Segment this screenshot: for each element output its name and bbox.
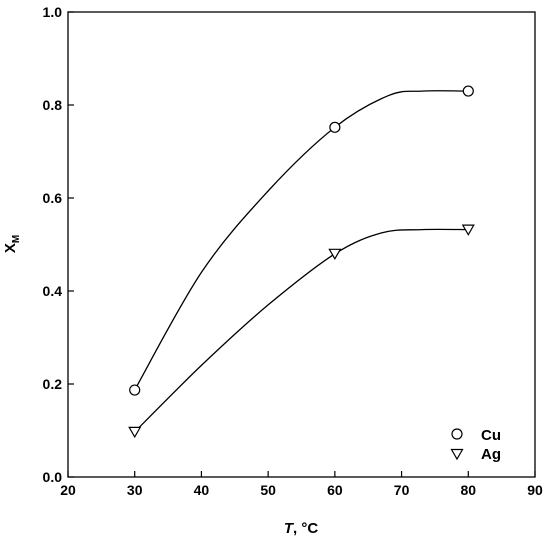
legend-marker-ag bbox=[450, 448, 464, 461]
legend-label-cu: Cu bbox=[481, 427, 501, 444]
x-tick-label: 40 bbox=[194, 482, 210, 498]
data-point-ag bbox=[461, 224, 475, 236]
legend-label-ag: Ag bbox=[481, 446, 501, 463]
x-tick-label: 90 bbox=[527, 482, 543, 498]
data-point-ag bbox=[328, 248, 342, 260]
plot-frame bbox=[67, 11, 536, 478]
x-tick-label: 80 bbox=[460, 482, 476, 498]
data-point-cu bbox=[462, 85, 474, 97]
x-tick-label: 50 bbox=[260, 482, 276, 498]
x-axis-label: T, °C bbox=[284, 520, 319, 537]
x-axis-ticks: 20 30 40 50 60 70 80 90 bbox=[60, 471, 543, 498]
y-tick-label: 0.2 bbox=[43, 376, 63, 392]
legend-marker-cu bbox=[451, 428, 463, 440]
data-point-cu bbox=[129, 384, 141, 396]
y-tick-label: 0.8 bbox=[43, 97, 63, 113]
series-line-cu bbox=[134, 90, 469, 391]
x-tick-label: 70 bbox=[394, 482, 410, 498]
series-line-ag bbox=[134, 228, 469, 433]
y-tick-label: 0.6 bbox=[43, 190, 63, 206]
x-tick-label: 60 bbox=[327, 482, 343, 498]
y-axis-ticks: 0.0 0.2 0.4 0.6 0.8 1.0 bbox=[43, 4, 74, 485]
data-point-ag bbox=[128, 426, 142, 439]
x-tick-label: 20 bbox=[60, 482, 76, 498]
y-tick-label: 0.4 bbox=[43, 283, 63, 299]
legend: Cu Ag bbox=[450, 427, 501, 463]
y-tick-label: 0.0 bbox=[43, 469, 63, 485]
series-markers bbox=[128, 85, 475, 439]
x-tick-label: 30 bbox=[127, 482, 143, 498]
y-axis-label: XM bbox=[2, 235, 22, 253]
series-curves bbox=[134, 90, 469, 433]
data-point-cu bbox=[329, 121, 341, 133]
y-tick-label: 1.0 bbox=[43, 4, 63, 20]
